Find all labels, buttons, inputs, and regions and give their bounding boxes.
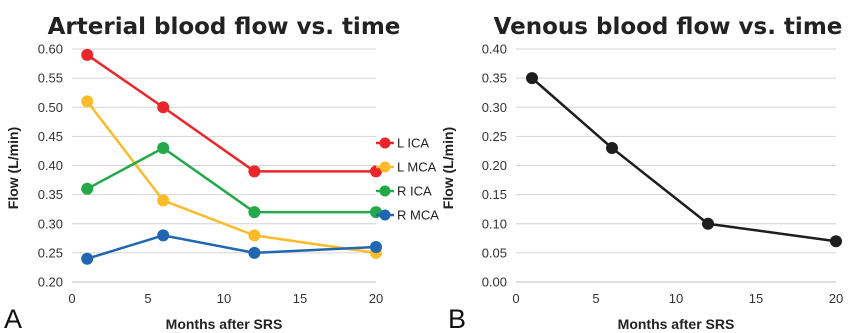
x-tick-label: 0	[512, 291, 519, 306]
y-tick-label: 0.50	[38, 100, 63, 115]
y-tick-label: 0.25	[38, 245, 63, 260]
y-tick-label: 0.20	[482, 158, 507, 173]
x-tick-label: 15	[749, 291, 763, 306]
data-point	[248, 246, 261, 259]
legend-item: R ICA	[376, 184, 432, 199]
data-point	[370, 165, 382, 178]
y-tick-label: 0.15	[482, 187, 507, 202]
legend-item: L MCA	[376, 160, 437, 175]
series-line	[86, 234, 377, 260]
x-axis-title: Months after SRS	[618, 316, 735, 332]
data-point	[157, 142, 170, 155]
x-ticks: 0 5 10 15 20	[68, 291, 383, 306]
x-tick-label: 5	[144, 291, 151, 306]
x-tick-label: 10	[217, 291, 231, 306]
y-tick-label: 0.55	[38, 71, 63, 86]
series-line	[86, 53, 376, 173]
legend-label: R ICA	[397, 184, 432, 199]
data-point	[606, 142, 618, 155]
legend-marker	[379, 185, 391, 197]
y-axis-title: Flow (L/min)	[5, 127, 21, 209]
chart-title: Venous blood flow vs. time	[494, 14, 843, 40]
legend-label: L MCA	[397, 160, 437, 175]
legend-item: R MCA	[376, 208, 439, 223]
y-tick-label: 0.40	[38, 158, 63, 173]
data-point	[157, 229, 170, 242]
y-tick-label: 0.60	[38, 42, 63, 57]
y-tick-label: 0.30	[482, 100, 507, 115]
data-point	[370, 241, 382, 254]
series-line	[531, 77, 837, 243]
legend-marker	[379, 209, 391, 221]
y-ticks: 0.20 0.25 0.30 0.35 0.40 0.45 0.50 0.55 0.60	[38, 42, 63, 290]
data-point	[702, 217, 714, 230]
x-tick-label: 10	[669, 291, 683, 306]
series-line	[86, 146, 376, 214]
series-r-mca	[81, 229, 382, 265]
panel-label-a: A	[4, 304, 22, 333]
y-tick-label: 0.00	[482, 275, 507, 290]
series-layer	[81, 48, 382, 265]
panel-label-b: B	[448, 304, 466, 333]
x-tick-label: 20	[369, 291, 383, 306]
y-axis-title: Flow (L/min)	[440, 127, 456, 209]
y-tick-label: 0.20	[38, 275, 63, 290]
data-point	[81, 95, 94, 108]
data-point	[526, 72, 538, 85]
series-l-ica	[81, 48, 382, 178]
legend-marker	[379, 161, 391, 173]
data-point	[248, 165, 261, 178]
x-tick-label: 5	[592, 291, 599, 306]
chart-venous: Venous blood flow vs. time 0.000.050.100…	[440, 14, 843, 333]
y-ticks: 0.00 0.05 0.10 0.15 0.20 0.25 0.30 0.35 0.40	[482, 42, 507, 290]
series-layer	[526, 72, 842, 248]
grid	[72, 48, 376, 283]
data-point	[248, 229, 261, 242]
y-tick-label: 0.45	[38, 129, 63, 144]
data-point	[830, 235, 842, 248]
y-tick-label: 0.35	[482, 71, 507, 86]
y-tick-label: 0.40	[482, 42, 507, 57]
legend: L ICA L MCA R ICA R MCA	[376, 136, 439, 223]
grid	[516, 48, 836, 283]
legend-marker	[379, 137, 391, 149]
y-tick-label: 0.35	[38, 187, 63, 202]
data-point	[248, 206, 261, 219]
x-axis-title: Months after SRS	[166, 316, 283, 332]
x-ticks: 0 5 10 15 20	[512, 291, 843, 306]
legend-label: L ICA	[397, 136, 429, 151]
legend-item: L ICA	[376, 136, 429, 151]
data-point	[81, 252, 94, 265]
data-point	[81, 182, 94, 195]
chart-arterial: Arterial blood flow vs. time 0.20 0.25 0.3…	[4, 14, 439, 333]
series-line	[86, 100, 377, 255]
series-r-ica	[81, 142, 382, 219]
data-point	[157, 101, 170, 114]
chart-title: Arterial blood flow vs. time	[48, 14, 401, 40]
data-point	[157, 194, 170, 207]
y-tick-label: 0.30	[38, 216, 63, 231]
legend-label: R MCA	[397, 208, 439, 223]
data-point	[81, 48, 94, 61]
y-tick-label: 0.05	[482, 245, 507, 260]
x-tick-label: 20	[829, 291, 843, 306]
series-l-mca	[81, 95, 382, 259]
y-tick-label: 0.25	[482, 129, 507, 144]
series-line	[526, 72, 842, 248]
y-tick-label: 0.10	[482, 216, 507, 231]
x-tick-label: 0	[68, 291, 75, 306]
x-tick-label: 15	[293, 291, 307, 306]
